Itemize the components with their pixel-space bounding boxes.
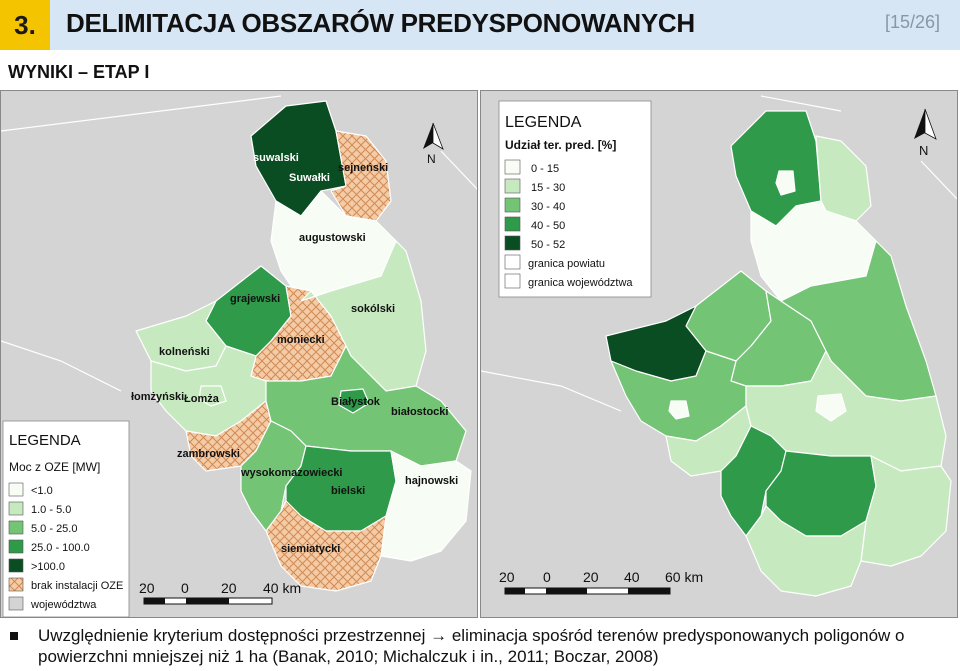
svg-text:granica powiatu: granica powiatu bbox=[528, 258, 605, 270]
svg-text:0 - 15: 0 - 15 bbox=[531, 163, 559, 175]
svg-text:0: 0 bbox=[543, 569, 551, 585]
label-suwalski: suwalski bbox=[253, 152, 299, 164]
label-bielski: bielski bbox=[331, 485, 365, 497]
slide-header: 3. DELIMITACJA OBSZARÓW PREDYSPONOWANYCH… bbox=[0, 0, 960, 50]
svg-text:brak instalacji OZE: brak instalacji OZE bbox=[31, 580, 123, 592]
region-bialystok bbox=[338, 388, 370, 414]
left-scale-bar: 20 0 20 40 km bbox=[139, 580, 301, 605]
north-arrow-icon: N bbox=[423, 122, 444, 166]
svg-text:25.0 - 100.0: 25.0 - 100.0 bbox=[31, 542, 90, 554]
right-map: N LEGENDA Udział ter. pred. [%] 0 - 15 1… bbox=[480, 90, 958, 618]
svg-text:50 - 52: 50 - 52 bbox=[531, 239, 565, 251]
section-number: 3. bbox=[0, 0, 50, 50]
region-r-wysokomazowiecki bbox=[720, 425, 787, 537]
region-r-bialystok bbox=[815, 393, 847, 422]
label-sejnenski: sejneński bbox=[338, 162, 388, 174]
label-augustowski: augustowski bbox=[299, 232, 366, 244]
svg-text:granica województwa: granica województwa bbox=[528, 277, 633, 289]
svg-text:20: 20 bbox=[139, 580, 155, 596]
svg-text:5.0 - 25.0: 5.0 - 25.0 bbox=[31, 523, 77, 535]
label-lomzynski: łomżyński bbox=[131, 391, 184, 403]
footer-line-2: powierzchni mniejszej niż 1 ha (Banak, 2… bbox=[38, 647, 659, 666]
svg-text:40 - 50: 40 - 50 bbox=[531, 220, 565, 232]
svg-text:15 - 30: 15 - 30 bbox=[531, 182, 565, 194]
svg-text:N: N bbox=[919, 143, 928, 158]
region-r-suwalki bbox=[775, 170, 796, 196]
right-legend: LEGENDA Udział ter. pred. [%] 0 - 15 15 … bbox=[498, 100, 652, 298]
region-r-siemiatycki bbox=[745, 505, 867, 597]
svg-text:>100.0: >100.0 bbox=[31, 561, 65, 573]
label-siemiatycki: siemiatycki bbox=[281, 543, 340, 555]
right-map-svg: N LEGENDA Udział ter. pred. [%] 0 - 15 1… bbox=[481, 91, 957, 617]
svg-text:20: 20 bbox=[583, 569, 599, 585]
region-siemiatycki bbox=[265, 500, 387, 592]
label-zambrowski: zambrowski bbox=[177, 448, 240, 460]
svg-text:40: 40 bbox=[624, 569, 640, 585]
label-kolnenski: kolneński bbox=[159, 346, 210, 358]
footer-note: Uwzględnienie kryterium dostępności prze… bbox=[0, 624, 960, 671]
svg-text:LEGENDA: LEGENDA bbox=[505, 114, 582, 131]
slide-subtitle: WYNIKI – ETAP I bbox=[8, 62, 150, 82]
right-scale-bar: 20 0 20 40 60 km bbox=[499, 569, 703, 595]
footer-line-1: Uwzględnienie kryterium dostępności prze… bbox=[38, 626, 905, 645]
page-counter: [15/26] bbox=[884, 12, 940, 32]
left-legend: LEGENDA Moc z OZE [MW] <1.0 1.0 - 5.0 5.… bbox=[2, 420, 130, 617]
svg-text:20: 20 bbox=[221, 580, 237, 596]
svg-text:20: 20 bbox=[499, 569, 515, 585]
slide-title: DELIMITACJA OBSZARÓW PREDYSPONOWANYCH bbox=[66, 8, 695, 38]
svg-text:N: N bbox=[427, 152, 436, 166]
svg-text:40 km: 40 km bbox=[263, 580, 301, 596]
svg-text:30 - 40: 30 - 40 bbox=[531, 201, 565, 213]
footer-text: Uwzględnienie kryterium dostępności prze… bbox=[38, 625, 948, 667]
svg-text:0: 0 bbox=[181, 580, 189, 596]
label-wysokomazowiecki: wysokomazowiecki bbox=[240, 467, 343, 479]
region-r-lomza bbox=[668, 400, 690, 420]
bullet-icon bbox=[10, 632, 18, 640]
north-arrow-icon-right: N bbox=[914, 108, 937, 158]
region-hajnowski bbox=[380, 450, 472, 562]
svg-text:Moc z OZE [MW]: Moc z OZE [MW] bbox=[9, 460, 100, 474]
label-bialostocki: białostocki bbox=[391, 406, 448, 418]
svg-text:<1.0: <1.0 bbox=[31, 485, 53, 497]
svg-text:60 km: 60 km bbox=[665, 569, 703, 585]
region-r-hajnowski bbox=[860, 455, 952, 567]
label-sokolski: sokólski bbox=[351, 303, 395, 315]
left-map-svg: suwalski Suwałki sejneński augustowski g… bbox=[1, 91, 477, 617]
label-moniecki: moniecki bbox=[277, 334, 325, 346]
svg-text:1.0 - 5.0: 1.0 - 5.0 bbox=[31, 504, 71, 516]
svg-text:Udział ter. pred. [%]: Udział ter. pred. [%] bbox=[505, 138, 616, 152]
label-bialystok: Białystok bbox=[331, 396, 381, 408]
left-map: suwalski Suwałki sejneński augustowski g… bbox=[0, 90, 478, 618]
region-wysokomazowiecki bbox=[240, 420, 307, 532]
label-suwalki: Suwałki bbox=[289, 172, 330, 184]
svg-text:LEGENDA: LEGENDA bbox=[9, 432, 81, 449]
label-grajewski: grajewski bbox=[230, 293, 280, 305]
label-hajnowski: hajnowski bbox=[405, 475, 458, 487]
region-lomza bbox=[198, 385, 227, 407]
svg-text:województwa: województwa bbox=[30, 599, 97, 611]
label-lomza: Łomża bbox=[184, 393, 220, 405]
region-sokolski bbox=[300, 240, 427, 392]
